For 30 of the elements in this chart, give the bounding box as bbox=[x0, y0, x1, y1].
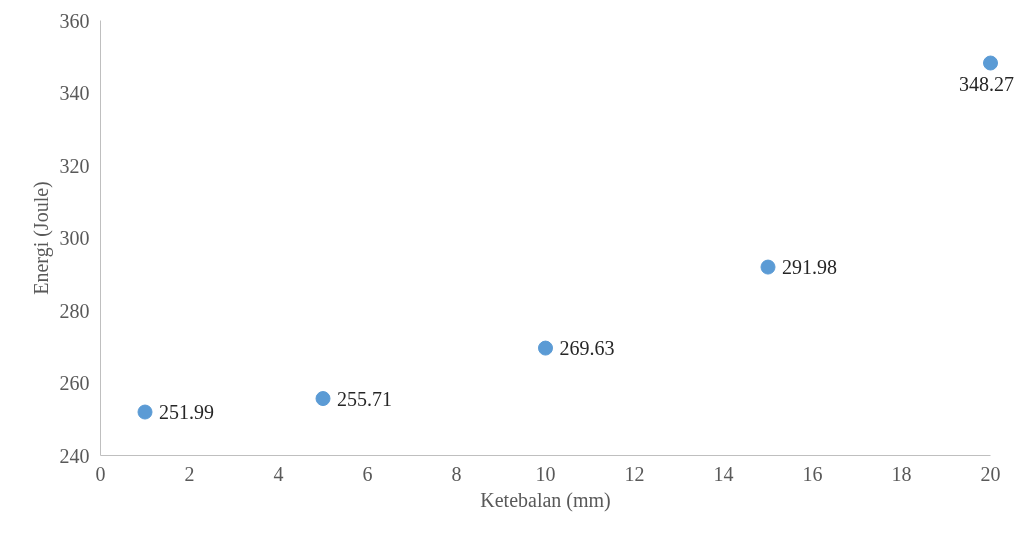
point bbox=[315, 391, 331, 407]
x-tick-label: 2 bbox=[184, 462, 195, 485]
x-tick-label: 12 bbox=[624, 462, 645, 485]
y-tick-label: 280 bbox=[59, 299, 90, 322]
point bbox=[983, 55, 998, 71]
data-label: 348.27 bbox=[959, 73, 1014, 96]
data-label: 255.71 bbox=[337, 387, 392, 410]
x-tick-label: 8 bbox=[451, 462, 462, 485]
point bbox=[760, 259, 776, 275]
data-label: 251.99 bbox=[159, 401, 214, 424]
y-tick-label: 340 bbox=[59, 82, 90, 104]
y-tick-label: 300 bbox=[59, 227, 90, 249]
x-tick-label: 6 bbox=[362, 462, 373, 485]
x-tick-label: 16 bbox=[802, 462, 823, 485]
data-label: 269.63 bbox=[559, 337, 615, 360]
x-axis-title: Ketebalan (mm) bbox=[480, 488, 611, 512]
y-tick-label: 320 bbox=[59, 154, 90, 177]
y-tick-label: 360 bbox=[59, 9, 90, 32]
x-tick-label: 0 bbox=[95, 462, 106, 485]
y-tick-label: 260 bbox=[59, 372, 90, 394]
x-tick-label: 18 bbox=[891, 462, 912, 485]
y-tick-label: 240 bbox=[59, 444, 90, 467]
x-tick-label: 20 bbox=[980, 462, 1001, 485]
x-tick-label: 4 bbox=[273, 462, 284, 485]
point bbox=[538, 340, 553, 356]
y-axis-title: Energi (Joule) bbox=[29, 181, 53, 295]
x-tick-label: 14 bbox=[713, 462, 734, 485]
point bbox=[137, 404, 153, 420]
data-label: 291.98 bbox=[782, 256, 837, 279]
x-tick-label: 10 bbox=[535, 462, 556, 485]
